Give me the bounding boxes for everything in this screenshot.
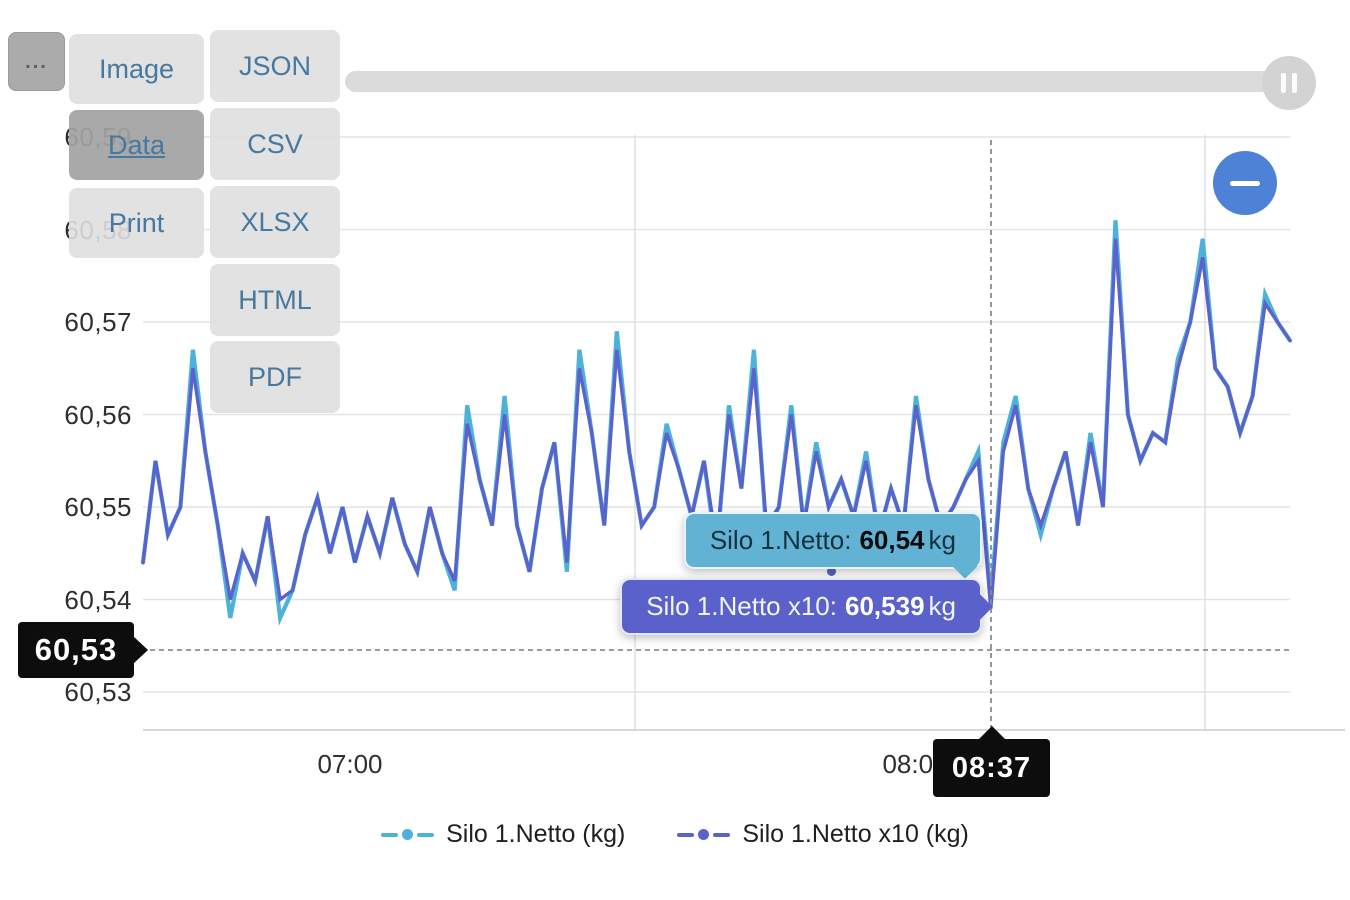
legend: Silo 1.Netto (kg) Silo 1.Netto x10 (kg) <box>0 820 1350 849</box>
crosshair-time-value: 08:37 <box>951 752 1032 784</box>
tooltip-value: 60,539 <box>845 591 925 621</box>
menu-item-json[interactable]: JSON <box>210 30 340 102</box>
legend-label: Silo 1.Netto x10 (kg) <box>742 820 969 848</box>
menu-item-data[interactable]: Data <box>69 110 204 180</box>
y-tick-label: 60,57 <box>64 307 132 337</box>
crosshair-x-label: 08:37 <box>933 726 1050 797</box>
menu-item-print[interactable]: Print <box>69 188 204 258</box>
x-tick-label: 07:00 <box>317 749 383 779</box>
legend-marker-icon <box>677 829 731 840</box>
tooltip-silo1: Silo 1.Netto: 60,54 kg <box>683 512 982 579</box>
legend-item-silo1x10[interactable]: Silo 1.Netto x10 (kg) <box>677 820 969 849</box>
crosshair-y-value: 60,53 <box>34 632 118 667</box>
arrow-right-icon <box>133 636 148 664</box>
menu-item-xlsx[interactable]: XLSX <box>210 186 340 258</box>
minus-icon <box>1230 180 1260 186</box>
menu-item-html[interactable]: HTML <box>210 264 340 336</box>
pause-icon <box>1292 73 1297 93</box>
tooltip-unit: kg <box>928 525 956 555</box>
legend-item-silo1[interactable]: Silo 1.Netto (kg) <box>381 820 625 849</box>
tooltip-series-label: Silo 1.Netto: <box>709 525 852 555</box>
y-tick-label: 60,53 <box>64 677 132 707</box>
chart-scrollbar-handle[interactable] <box>1262 56 1316 110</box>
tooltip-silo1x10: Silo 1.Netto x10: 60,539 kg <box>620 578 993 635</box>
menu-item-image[interactable]: Image <box>69 34 204 104</box>
tooltip-unit: kg <box>928 591 956 621</box>
tooltip-series-label: Silo 1.Netto x10: <box>646 591 837 621</box>
crosshair-y-label: 60,53 <box>18 622 148 678</box>
legend-marker-icon <box>381 829 435 840</box>
pause-icon <box>1281 73 1286 93</box>
y-tick-label: 60,55 <box>64 492 132 522</box>
series-marker-dot <box>827 567 836 576</box>
y-tick-label: 60,54 <box>64 584 132 615</box>
zoom-out-button[interactable] <box>1213 151 1277 215</box>
chart-scrollbar-track[interactable] <box>345 71 1292 92</box>
menu-item-csv[interactable]: CSV <box>210 108 340 180</box>
legend-label: Silo 1.Netto (kg) <box>446 820 626 848</box>
arrow-up-icon <box>978 726 1006 740</box>
y-tick-label: 60,56 <box>64 399 132 430</box>
tooltip-value: 60,54 <box>859 525 925 555</box>
export-menu-toggle-button[interactable]: ... <box>8 32 65 91</box>
menu-item-pdf[interactable]: PDF <box>210 341 340 413</box>
